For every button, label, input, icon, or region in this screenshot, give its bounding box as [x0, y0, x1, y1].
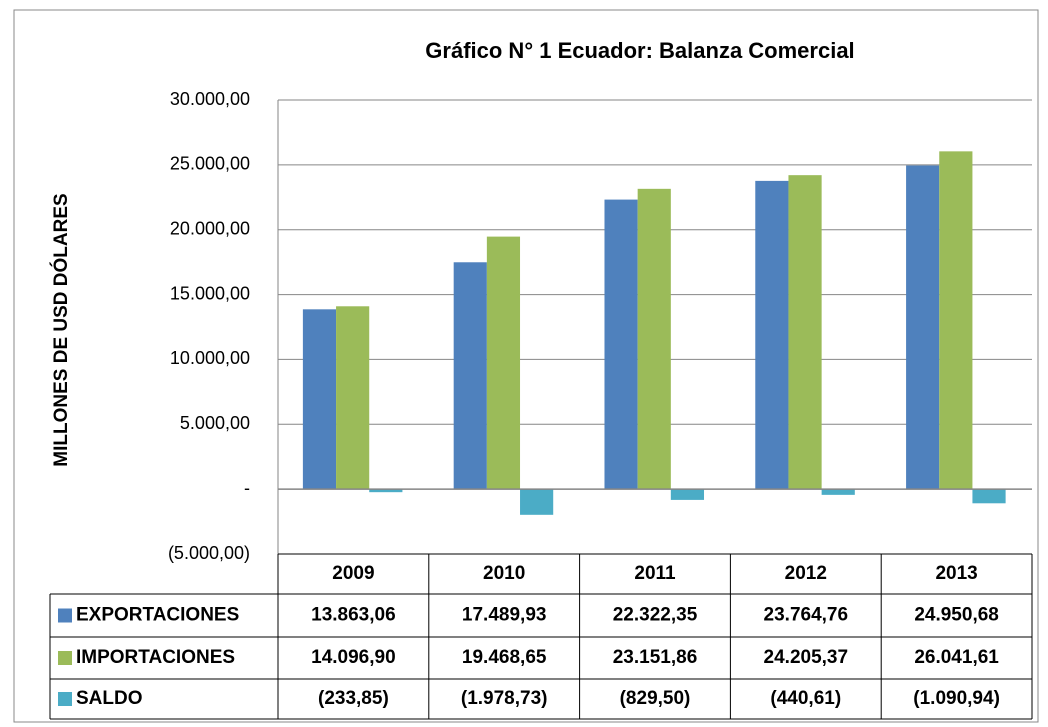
table-value: 22.322,35	[613, 605, 698, 626]
bar	[670, 489, 705, 500]
table-value: 26.041,61	[914, 647, 999, 668]
bar	[302, 309, 337, 490]
x-tick-label: 2009	[332, 563, 374, 584]
table-value: 14.096,90	[311, 647, 396, 668]
table-value: (233,85)	[318, 688, 389, 709]
y-tick-label: -	[244, 478, 250, 498]
x-tick-label: 2013	[935, 563, 977, 584]
table-value: (440,61)	[770, 688, 841, 709]
x-tick-label: 2010	[483, 563, 525, 584]
x-tick-label: 2011	[634, 563, 676, 584]
table-value: 13.863,06	[311, 605, 396, 626]
y-tick-label: 15.000,00	[170, 283, 250, 303]
table-value: 19.468,65	[462, 647, 547, 668]
bar	[336, 306, 370, 490]
y-tick-label: 5.000,00	[180, 413, 250, 433]
table-value: (829,50)	[620, 688, 691, 709]
table-value: 23.151,86	[613, 647, 698, 668]
y-tick-label: 25.000,00	[170, 154, 250, 174]
legend-label: SALDO	[76, 688, 143, 709]
bar	[369, 489, 403, 493]
bar	[972, 489, 1006, 504]
y-tick-label: 20.000,00	[170, 218, 250, 238]
table-value: 24.205,37	[764, 647, 849, 668]
bar	[755, 180, 789, 490]
y-tick-label: (5.000,00)	[168, 543, 250, 563]
bar	[453, 262, 487, 490]
legend-label: EXPORTACIONES	[76, 605, 239, 626]
table-value: 17.489,93	[462, 605, 547, 626]
bar	[520, 489, 554, 515]
table-value: (1.090,94)	[913, 688, 1000, 709]
x-tick-label: 2012	[785, 563, 827, 584]
bar	[637, 188, 671, 490]
bar	[486, 236, 521, 490]
chart-border	[13, 9, 1039, 723]
bar	[906, 165, 940, 490]
y-tick-label: 30.000,00	[170, 89, 250, 109]
legend-swatch	[58, 651, 72, 665]
bar	[939, 151, 973, 490]
legend-swatch	[58, 692, 72, 706]
y-tick-label: 10.000,00	[170, 348, 250, 368]
table-value: 23.764,76	[764, 605, 849, 626]
table-value: 24.950,68	[914, 605, 999, 626]
legend-swatch	[58, 608, 72, 623]
chart-title: Gráfico N° 1 Ecuador: Balanza Comercial	[425, 38, 854, 63]
table-value: (1.978,73)	[461, 688, 548, 709]
legend-label: IMPORTACIONES	[76, 647, 235, 668]
y-axis-label: MILLONES DE USD DÓLARES	[50, 193, 72, 466]
bar	[821, 489, 855, 495]
bar	[788, 175, 822, 490]
bar	[604, 199, 638, 490]
